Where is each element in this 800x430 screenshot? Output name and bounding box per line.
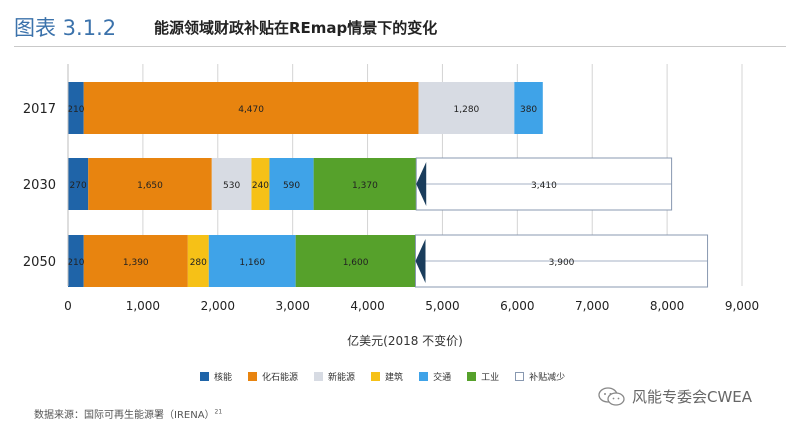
x-tick-label: 1,000 bbox=[126, 299, 160, 313]
bar-segment bbox=[187, 235, 209, 287]
category-label: 2030 bbox=[23, 178, 56, 193]
data-label: 1,370 bbox=[352, 181, 378, 191]
bar-segment bbox=[83, 82, 419, 134]
wechat-icon bbox=[598, 386, 625, 406]
data-label: 280 bbox=[190, 258, 207, 268]
x-axis-title: 亿美元(2018 不变价) bbox=[347, 333, 463, 348]
data-label: 270 bbox=[70, 181, 87, 191]
data-labels: 210 4,470 1,280 380 270 1,650 530 240 590 1,370 3,… bbox=[67, 105, 574, 268]
bar-segment bbox=[269, 158, 314, 210]
legend-swatch bbox=[515, 371, 525, 381]
data-label: 1,650 bbox=[137, 181, 163, 191]
legend-label: 工业 bbox=[481, 372, 500, 383]
reduction-arrow bbox=[416, 162, 427, 206]
data-label: 1,280 bbox=[454, 105, 480, 115]
bar-segment bbox=[295, 235, 416, 287]
legend-swatch bbox=[467, 371, 477, 381]
legend-item: 交通 bbox=[419, 370, 451, 383]
bar-segment bbox=[68, 82, 84, 134]
data-label: 1,600 bbox=[343, 258, 369, 268]
legend-item: 补贴减少 bbox=[515, 370, 565, 383]
legend-item: 核能 bbox=[200, 370, 232, 383]
watermark-text: 风能专委会CWEA bbox=[632, 388, 753, 406]
legend-label: 化石能源 bbox=[262, 372, 299, 383]
axes: 0 1,000 2,000 3,000 4,000 5,000 6,000 7,000 8,00… bbox=[23, 64, 759, 313]
bar-segment bbox=[313, 158, 417, 210]
data-label: 210 bbox=[67, 105, 84, 115]
legend-item: 新能源 bbox=[314, 370, 355, 383]
x-tick-label: 9,000 bbox=[725, 299, 759, 313]
header-divider bbox=[14, 46, 786, 47]
legend-item: 化石能源 bbox=[248, 370, 298, 383]
data-label: 4,470 bbox=[238, 105, 264, 115]
legend-swatch bbox=[248, 371, 258, 381]
legend-label: 核能 bbox=[214, 372, 233, 383]
x-tick-label: 3,000 bbox=[275, 299, 309, 313]
data-label: 3,900 bbox=[549, 258, 575, 268]
data-source: 数据来源：国际可再生能源署（IRENA）21 bbox=[34, 406, 222, 421]
bars bbox=[68, 82, 709, 288]
x-tick-label: 2,000 bbox=[201, 299, 235, 313]
bar-segment bbox=[68, 158, 89, 210]
bar-segment bbox=[211, 158, 252, 210]
category-label: 2017 bbox=[23, 102, 56, 117]
category-label: 2050 bbox=[23, 255, 56, 270]
data-label: 380 bbox=[520, 105, 537, 115]
legend-label: 交通 bbox=[433, 372, 452, 383]
figure-header: 图表 3.1.2 能源领域财政补贴在REmap情景下的变化 bbox=[14, 8, 786, 44]
bar-segment bbox=[88, 158, 212, 210]
bar-segment bbox=[68, 235, 84, 287]
data-label: 530 bbox=[223, 181, 240, 191]
data-label: 3,410 bbox=[531, 181, 557, 191]
source-footnote: 21 bbox=[214, 408, 223, 416]
bar-segment bbox=[251, 158, 270, 210]
legend-label: 补贴减少 bbox=[529, 372, 566, 383]
watermark: 风能专委会CWEA bbox=[598, 386, 752, 407]
data-label: 240 bbox=[252, 181, 269, 191]
x-tick-label: 8,000 bbox=[650, 299, 684, 313]
legend-swatch bbox=[419, 371, 429, 381]
legend-label: 建筑 bbox=[385, 372, 404, 383]
data-label: 590 bbox=[283, 181, 300, 191]
x-tick-label: 6,000 bbox=[500, 299, 534, 313]
figure-number: 图表 3.1.2 bbox=[14, 16, 117, 40]
bar-segment bbox=[208, 235, 296, 287]
stacked-bar-chart: 210 4,470 1,280 380 270 1,650 530 240 590 1,370 3,… bbox=[23, 64, 759, 348]
bar-segment bbox=[83, 235, 188, 287]
data-label: 1,160 bbox=[239, 258, 265, 268]
legend-item: 建筑 bbox=[371, 370, 403, 383]
chart-legend: 核能 化石能源 新能源 建筑 交通 工业 补贴减少 bbox=[200, 368, 581, 384]
legend-swatch bbox=[371, 371, 381, 381]
legend-swatch bbox=[314, 371, 324, 381]
data-label: 210 bbox=[67, 258, 84, 268]
x-tick-label: 7,000 bbox=[575, 299, 609, 313]
legend-label: 新能源 bbox=[328, 372, 356, 383]
legend-swatch bbox=[200, 371, 209, 381]
bar-segment bbox=[418, 82, 515, 134]
legend-item: 工业 bbox=[467, 370, 499, 383]
source-text: 数据来源：国际可再生能源署（IRENA） bbox=[34, 410, 215, 421]
x-tick-label: 5,000 bbox=[425, 299, 459, 313]
reduction-arrow bbox=[415, 239, 426, 283]
bar-segment bbox=[514, 82, 543, 134]
x-tick-label: 4,000 bbox=[350, 299, 384, 313]
chart-title: 能源领域财政补贴在REmap情景下的变化 bbox=[154, 19, 438, 37]
x-tick-label: 0 bbox=[64, 299, 72, 313]
data-label: 1,390 bbox=[123, 258, 149, 268]
